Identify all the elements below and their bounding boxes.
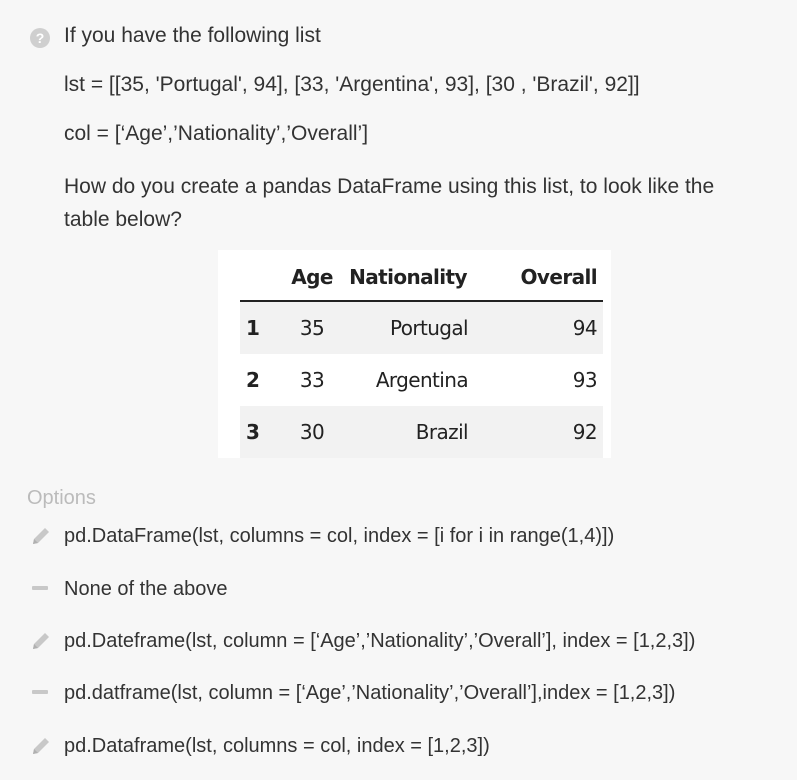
pencil-icon bbox=[33, 528, 49, 544]
option-text: pd.DataFrame(lst, columns = col, index =… bbox=[64, 525, 615, 547]
table-cell-index: 3 bbox=[240, 406, 282, 458]
option-3[interactable]: pd.Dateframe(lst, column = [‘Age’,’Natio… bbox=[28, 626, 788, 656]
option-2[interactable]: None of the above bbox=[28, 574, 788, 604]
table-header-index bbox=[240, 254, 282, 302]
table-row: 2 33 Argentina 93 bbox=[240, 354, 603, 406]
options-label: Options bbox=[27, 487, 96, 509]
question-list-line: lst = [[35, 'Portugal', 94], [33, 'Argen… bbox=[64, 73, 640, 96]
table-cell-overall: 94 bbox=[474, 301, 603, 354]
pencil-icon bbox=[33, 738, 49, 754]
dataframe-image: Age Nationality Overall 1 35 Portugal 94… bbox=[218, 250, 611, 458]
table-cell-age: 33 bbox=[299, 368, 325, 392]
table-cell-index: 1 bbox=[240, 301, 282, 354]
table-row: 3 30 Brazil 92 bbox=[240, 406, 603, 458]
question-intro: If you have the following list bbox=[64, 24, 321, 47]
table-cell-nationality: Argentina bbox=[375, 368, 469, 392]
option-text: pd.Dataframe(lst, columns = col, index =… bbox=[64, 735, 490, 757]
table-cell-age: 30 bbox=[282, 406, 342, 458]
option-5[interactable]: pd.Dataframe(lst, columns = col, index =… bbox=[28, 731, 788, 761]
option-text: pd.datframe(lst, column = [‘Age’,’Nation… bbox=[64, 682, 676, 704]
pencil-icon bbox=[33, 633, 49, 649]
table-cell-age: 35 bbox=[282, 301, 342, 354]
option-1[interactable]: pd.DataFrame(lst, columns = col, index =… bbox=[28, 521, 788, 551]
table-cell-nationality: Portugal bbox=[342, 301, 474, 354]
table-cell-overall: 92 bbox=[474, 406, 603, 458]
dash-icon bbox=[32, 690, 48, 694]
table-cell-overall: 93 bbox=[572, 368, 598, 392]
table-header-overall: Overall bbox=[474, 254, 603, 302]
question-circle-icon: ? bbox=[30, 28, 50, 48]
table-header-age: Age bbox=[282, 254, 342, 302]
dataframe-table: Age Nationality Overall 1 35 Portugal 94… bbox=[240, 254, 603, 458]
table-header-row: Age Nationality Overall bbox=[240, 254, 603, 302]
option-text: pd.Dateframe(lst, column = [‘Age’,’Natio… bbox=[64, 630, 696, 652]
table-cell-nationality: Brazil bbox=[342, 406, 474, 458]
table-cell-index: 2 bbox=[246, 368, 260, 392]
table-row: 1 35 Portugal 94 bbox=[240, 301, 603, 354]
option-4[interactable]: pd.datframe(lst, column = [‘Age’,’Nation… bbox=[28, 678, 788, 708]
table-header-nationality: Nationality bbox=[342, 254, 474, 302]
option-text: None of the above bbox=[64, 578, 228, 600]
dash-icon bbox=[32, 586, 48, 590]
question-col-line: col = [‘Age’,’Nationality’,’Overall’] bbox=[64, 122, 369, 145]
question-prompt: How do you create a pandas DataFrame usi… bbox=[64, 175, 715, 231]
